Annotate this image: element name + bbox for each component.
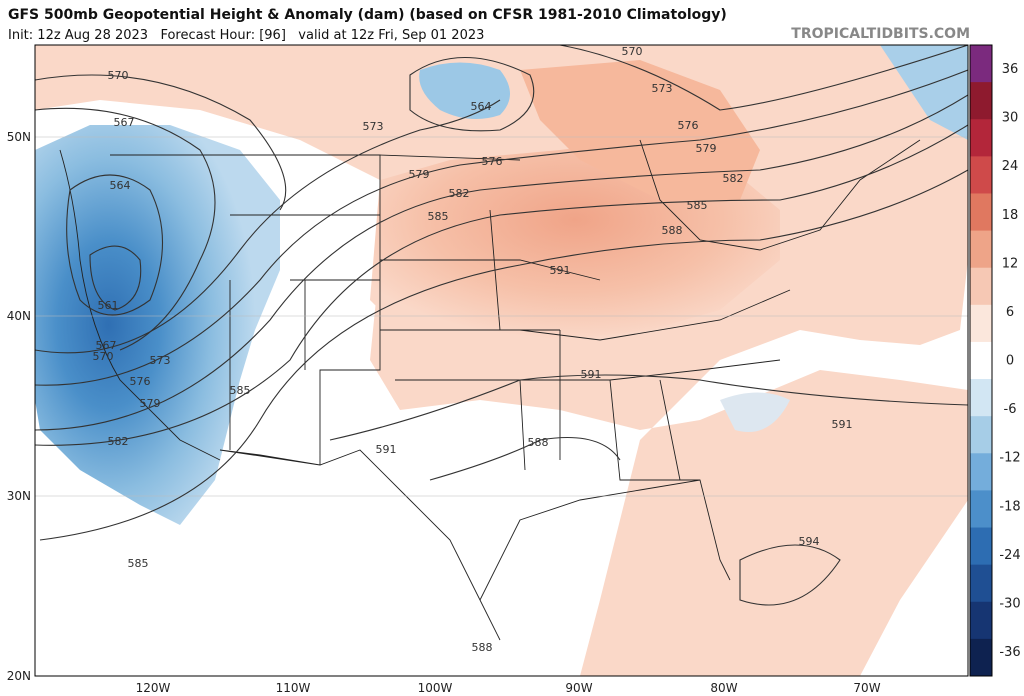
contour-label: 585 xyxy=(687,199,708,212)
lon-label: 120W xyxy=(136,681,171,695)
map-frame xyxy=(34,44,969,677)
lat-label: 30N xyxy=(7,489,31,503)
lat-label: 20N xyxy=(7,669,31,683)
contour-label: 576 xyxy=(482,155,503,168)
colorbar-segment xyxy=(970,527,992,566)
contour-label: 564 xyxy=(471,100,492,113)
contour-label: 591 xyxy=(550,264,571,277)
lon-label: 70W xyxy=(853,681,880,695)
colorbar-segment xyxy=(970,304,992,343)
lat-label: 50N xyxy=(7,130,31,144)
contour-label: 573 xyxy=(150,354,171,367)
contour-label: 573 xyxy=(652,82,673,95)
watermark: TROPICALTIDBITS.COM xyxy=(791,26,970,42)
colorbar-segment xyxy=(970,453,992,491)
contour-label: 591 xyxy=(832,418,853,431)
colorbar-tick-label: 36 xyxy=(1002,62,1019,77)
colorbar-segment xyxy=(970,156,992,194)
colorbar-tick-label: 18 xyxy=(1002,208,1019,223)
contours xyxy=(35,45,968,606)
contour-label: 582 xyxy=(723,172,744,185)
contour-label: 582 xyxy=(449,187,470,200)
colorbar-segment xyxy=(970,638,992,677)
contour-label: 570 xyxy=(108,69,129,82)
colorbar-tick-label: -30 xyxy=(999,596,1020,611)
colorbar-segment xyxy=(970,379,992,417)
contour-label: 576 xyxy=(130,375,151,388)
contour-label: 576 xyxy=(678,119,699,132)
contour-label: 579 xyxy=(409,168,430,181)
contour-label: 570 xyxy=(622,45,643,58)
contour-label: 564 xyxy=(110,179,131,192)
contour-label: 579 xyxy=(140,397,161,410)
colorbar-tick-label: 0 xyxy=(1006,354,1014,369)
colorbar-tick-label: -36 xyxy=(999,645,1020,660)
colorbar-frame xyxy=(969,44,993,677)
colorbar-segment xyxy=(970,193,992,232)
colorbar-tick-label: 30 xyxy=(1002,111,1019,126)
colorbar-segment xyxy=(970,341,992,380)
colorbar-tick-label: -6 xyxy=(1004,402,1017,417)
contour-label: 570 xyxy=(93,350,114,363)
lat-label: 40N xyxy=(7,309,31,323)
colorbar-segment xyxy=(970,119,992,157)
colorbar-segment xyxy=(970,45,992,83)
subtitle: Init: 12z Aug 28 2023 Forecast Hour: [96… xyxy=(8,28,484,43)
contour-label: 588 xyxy=(528,436,549,449)
colorbar-tick-label: 24 xyxy=(1002,159,1019,174)
colorbar-tick-label: 6 xyxy=(1006,305,1014,320)
boundaries xyxy=(35,136,968,641)
colorbar-segment xyxy=(970,416,992,454)
colorbar-segment xyxy=(970,490,992,529)
colorbar-tick-label: -24 xyxy=(999,548,1020,563)
colorbar-tick-label: 12 xyxy=(1002,256,1019,271)
lon-label: 110W xyxy=(276,681,311,695)
colorbar-segment xyxy=(970,230,992,269)
contour-label: 573 xyxy=(363,120,384,133)
contour-label: 579 xyxy=(696,142,717,155)
contour-label: 591 xyxy=(581,368,602,381)
contour-label: 582 xyxy=(108,435,129,448)
contour-label: 585 xyxy=(428,210,449,223)
title: GFS 500mb Geopotential Height & Anomaly … xyxy=(8,7,727,23)
colorbar-segment xyxy=(970,564,992,603)
colorbar-tick-label: -18 xyxy=(999,499,1020,514)
colorbar-tick-label: -12 xyxy=(999,451,1020,466)
contour-label: 588 xyxy=(472,641,493,654)
lon-label: 90W xyxy=(565,681,592,695)
colorbar-segment xyxy=(970,601,992,640)
colorbar-segment xyxy=(970,267,992,306)
contour-label: 588 xyxy=(662,224,683,237)
lon-label: 100W xyxy=(418,681,453,695)
contour-label: 567 xyxy=(114,116,135,129)
contour-label: 561 xyxy=(98,299,119,312)
contour-label: 585 xyxy=(128,557,149,570)
lon-label: 80W xyxy=(710,681,737,695)
contour-label: 594 xyxy=(799,535,820,548)
contour-label: 585 xyxy=(230,384,251,397)
contour-label: 591 xyxy=(376,443,397,456)
colorbar-segment xyxy=(970,82,992,120)
contour-label: 567 xyxy=(96,339,117,352)
